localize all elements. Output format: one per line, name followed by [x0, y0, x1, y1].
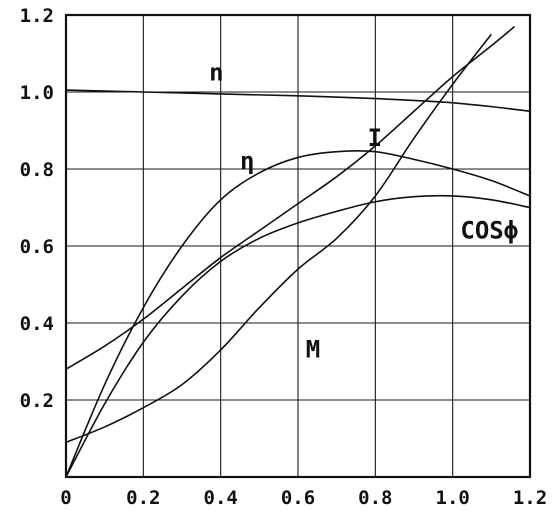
y-tick-label-1: 0.4	[20, 313, 54, 335]
x-tick-labels: 0 0.2 0.4 0.6 0.8 1.0 1.2	[60, 487, 547, 509]
y-tick-label-5: 1.2	[20, 5, 54, 27]
x-tick-label-4: 0.8	[358, 487, 392, 509]
series-label-series-1: η	[240, 147, 254, 175]
x-tick-label-5: 1.0	[436, 487, 470, 509]
series-line-I-2	[65, 25, 516, 370]
y-tick-labels: 0.2 0.4 0.6 0.8 1.0 1.2	[20, 5, 54, 412]
grid	[66, 15, 530, 477]
x-tick-label-6: 1.2	[513, 487, 547, 509]
series-line-series-1	[65, 150, 531, 478]
y-tick-label-2: 0.6	[20, 236, 54, 258]
y-tick-label-3: 0.8	[20, 159, 54, 181]
plot-frame	[64, 13, 532, 479]
x-tick-label-0: 0	[60, 487, 71, 509]
y-tick-label-4: 1.0	[20, 82, 54, 104]
series-label-COS-3: COSϕ	[460, 216, 518, 244]
x-tick-label-2: 0.4	[204, 487, 238, 509]
series-label-n-0: n	[209, 58, 223, 86]
x-tick-label-1: 0.2	[126, 487, 160, 509]
curve-labels: n η I COSϕ M	[209, 58, 518, 363]
series-label-I-2: I	[368, 124, 382, 152]
series-line-n-0	[65, 89, 531, 113]
series-line-COS-3	[65, 194, 531, 478]
series-label-M-4: M	[306, 336, 320, 364]
curves	[65, 25, 531, 478]
x-tick-label-3: 0.6	[281, 487, 315, 509]
series-line-M-4	[65, 33, 492, 444]
y-tick-label-0: 0.2	[20, 390, 54, 412]
